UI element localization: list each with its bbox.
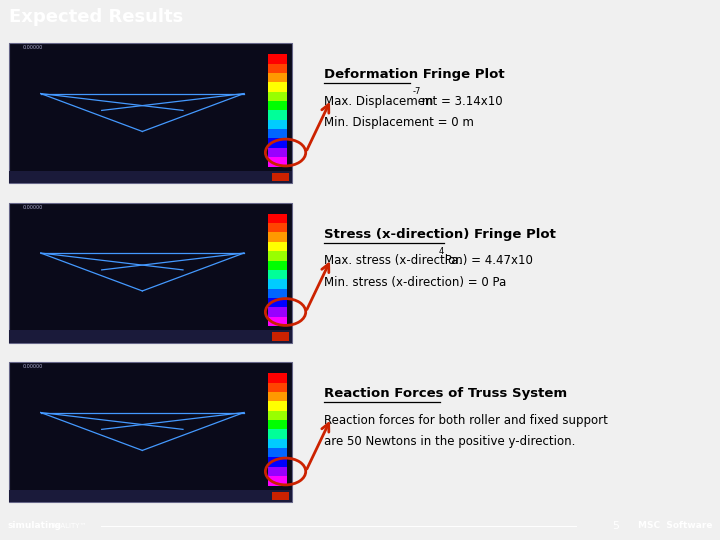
- Bar: [268, 73, 287, 82]
- Bar: [268, 92, 287, 101]
- Bar: [268, 251, 287, 260]
- Bar: [268, 316, 287, 326]
- Bar: [268, 438, 287, 448]
- Bar: [9, 330, 292, 343]
- Bar: [268, 82, 287, 92]
- Bar: [268, 298, 287, 307]
- Bar: [268, 457, 287, 467]
- Text: Max. Displacement = 3.14x10: Max. Displacement = 3.14x10: [324, 94, 503, 107]
- Bar: [268, 101, 287, 110]
- Bar: [268, 64, 287, 73]
- Text: Reaction Forces of Truss System: Reaction Forces of Truss System: [324, 387, 567, 400]
- Text: 0.00000: 0.00000: [23, 45, 43, 50]
- Bar: [268, 476, 287, 485]
- Bar: [268, 55, 287, 64]
- Text: m: m: [418, 94, 433, 107]
- Bar: [9, 362, 292, 502]
- Bar: [268, 307, 287, 316]
- Text: Max. stress (x-direction) = 4.47x10: Max. stress (x-direction) = 4.47x10: [324, 254, 533, 267]
- Text: Reaction forces for both roller and fixed support: Reaction forces for both roller and fixe…: [324, 414, 608, 427]
- Bar: [268, 288, 287, 298]
- Text: Expected Results: Expected Results: [9, 8, 183, 26]
- Bar: [9, 171, 292, 184]
- Bar: [268, 129, 287, 138]
- Text: MSC  Software: MSC Software: [639, 522, 713, 530]
- Bar: [268, 401, 287, 410]
- Bar: [268, 467, 287, 476]
- Text: -7: -7: [413, 87, 420, 97]
- Bar: [268, 392, 287, 401]
- Bar: [268, 214, 287, 223]
- Text: simulating: simulating: [7, 522, 61, 530]
- Text: Stress (x-direction) Fringe Plot: Stress (x-direction) Fringe Plot: [324, 228, 556, 241]
- Text: 4: 4: [438, 247, 444, 256]
- Text: REALITY™: REALITY™: [49, 523, 86, 529]
- Bar: [271, 332, 289, 341]
- Bar: [268, 420, 287, 429]
- Bar: [268, 138, 287, 148]
- Bar: [9, 43, 292, 184]
- Text: Min. stress (x-direction) = 0 Pa: Min. stress (x-direction) = 0 Pa: [324, 275, 506, 289]
- Text: Deformation Fringe Plot: Deformation Fringe Plot: [324, 69, 505, 82]
- Bar: [271, 491, 289, 501]
- Bar: [268, 242, 287, 251]
- Bar: [268, 110, 287, 120]
- Bar: [9, 202, 292, 343]
- Bar: [9, 490, 292, 502]
- Bar: [268, 383, 287, 392]
- Bar: [268, 148, 287, 157]
- Bar: [268, 260, 287, 270]
- Bar: [268, 448, 287, 457]
- Bar: [268, 157, 287, 166]
- Bar: [268, 279, 287, 288]
- Text: are 50 Newtons in the positive y-direction.: are 50 Newtons in the positive y-directi…: [324, 435, 575, 448]
- Text: Min. Displacement = 0 m: Min. Displacement = 0 m: [324, 116, 474, 129]
- Bar: [268, 270, 287, 279]
- Bar: [271, 173, 289, 181]
- Bar: [268, 373, 287, 383]
- Text: 0.00000: 0.00000: [23, 205, 43, 210]
- Text: 0.00000: 0.00000: [23, 364, 43, 369]
- Bar: [268, 223, 287, 232]
- Text: 5: 5: [612, 521, 619, 531]
- Bar: [268, 429, 287, 438]
- Bar: [268, 410, 287, 420]
- Bar: [268, 120, 287, 129]
- Bar: [268, 232, 287, 242]
- Text: Pa.: Pa.: [441, 254, 463, 267]
